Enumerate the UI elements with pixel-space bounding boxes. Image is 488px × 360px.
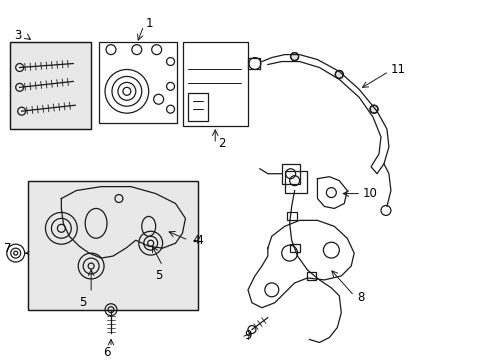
- Text: 11: 11: [390, 63, 405, 76]
- Text: 5: 5: [80, 296, 87, 309]
- Text: 3: 3: [14, 29, 21, 42]
- Text: 8: 8: [356, 291, 364, 304]
- Bar: [281, 164, 299, 184]
- Bar: [10, 42, 91, 129]
- Text: 9: 9: [244, 329, 251, 342]
- Bar: [27, 181, 198, 310]
- Text: 5: 5: [155, 269, 162, 283]
- Bar: [284, 171, 306, 193]
- Text: 10: 10: [363, 187, 377, 200]
- Bar: [306, 272, 316, 280]
- Bar: [27, 181, 198, 310]
- Text: -4: -4: [192, 234, 204, 247]
- Text: 6: 6: [103, 346, 111, 359]
- Circle shape: [335, 71, 343, 78]
- Bar: [10, 42, 91, 129]
- Text: 2: 2: [218, 138, 225, 150]
- Text: 4: 4: [192, 234, 200, 247]
- Text: 7: 7: [4, 242, 11, 255]
- Text: 1: 1: [145, 17, 153, 30]
- Circle shape: [290, 53, 298, 60]
- Bar: [183, 42, 247, 126]
- Bar: [289, 244, 299, 252]
- Bar: [188, 93, 208, 121]
- Bar: [286, 212, 296, 220]
- Bar: [247, 58, 259, 69]
- Circle shape: [369, 105, 377, 113]
- Bar: [99, 42, 176, 123]
